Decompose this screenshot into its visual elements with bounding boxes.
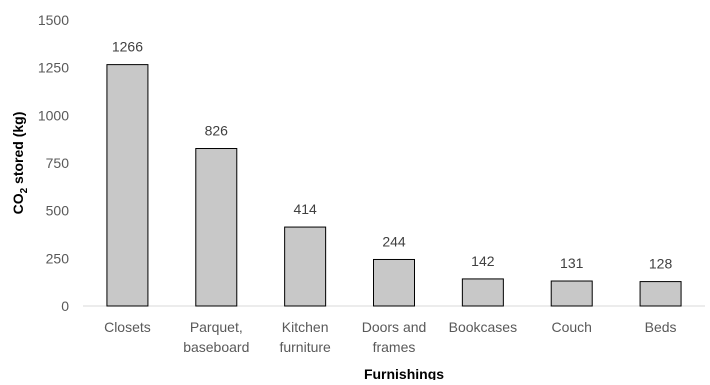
data-label: 131 <box>560 255 584 271</box>
y-tick-label: 750 <box>46 155 70 171</box>
data-label: 1266 <box>112 39 143 55</box>
x-tick-label: baseboard <box>183 339 249 355</box>
bar <box>195 148 238 307</box>
y-axis-title-subscript: 2 <box>19 187 30 193</box>
x-axis-category-labels: Closets Parquet, baseboard Kitchen furniture… <box>104 319 676 355</box>
y-axis-title-suffix: stored (kg) <box>10 112 26 188</box>
data-labels-group: 1266 826 414 244 142 131 128 <box>112 39 673 272</box>
y-axis-ticks: 0 250 500 750 1000 1250 1500 <box>38 12 69 314</box>
data-label: 826 <box>205 123 229 139</box>
x-tick-label: Couch <box>551 319 591 335</box>
x-tick-label: frames <box>373 339 416 355</box>
x-tick-label: Beds <box>645 319 677 335</box>
y-tick-label: 0 <box>61 298 69 314</box>
data-label: 244 <box>382 233 406 249</box>
bar <box>284 226 327 307</box>
y-tick-label: 1000 <box>38 107 69 123</box>
y-tick-label: 1500 <box>38 12 69 28</box>
bars-group <box>106 64 682 307</box>
y-tick-label: 500 <box>46 203 70 219</box>
y-tick-label: 1250 <box>38 60 69 76</box>
x-axis-title: Furnishings <box>364 366 444 380</box>
y-tick-label: 250 <box>46 250 70 266</box>
x-tick-label: Parquet, <box>190 319 243 335</box>
bar <box>461 278 504 307</box>
x-tick-label: Closets <box>104 319 151 335</box>
x-tick-label: Doors and <box>362 319 427 335</box>
data-label: 414 <box>293 201 317 217</box>
x-tick-label: Bookcases <box>449 319 517 335</box>
bar <box>550 280 593 307</box>
bar <box>639 281 682 307</box>
data-label: 142 <box>471 253 495 269</box>
x-tick-label: Kitchen <box>282 319 329 335</box>
x-tick-label: furniture <box>279 339 331 355</box>
y-axis-title: CO2 stored (kg) <box>10 112 30 215</box>
data-label: 128 <box>649 256 673 272</box>
bar <box>373 258 415 307</box>
y-axis-title-prefix: CO <box>10 193 26 214</box>
bar <box>106 64 149 307</box>
